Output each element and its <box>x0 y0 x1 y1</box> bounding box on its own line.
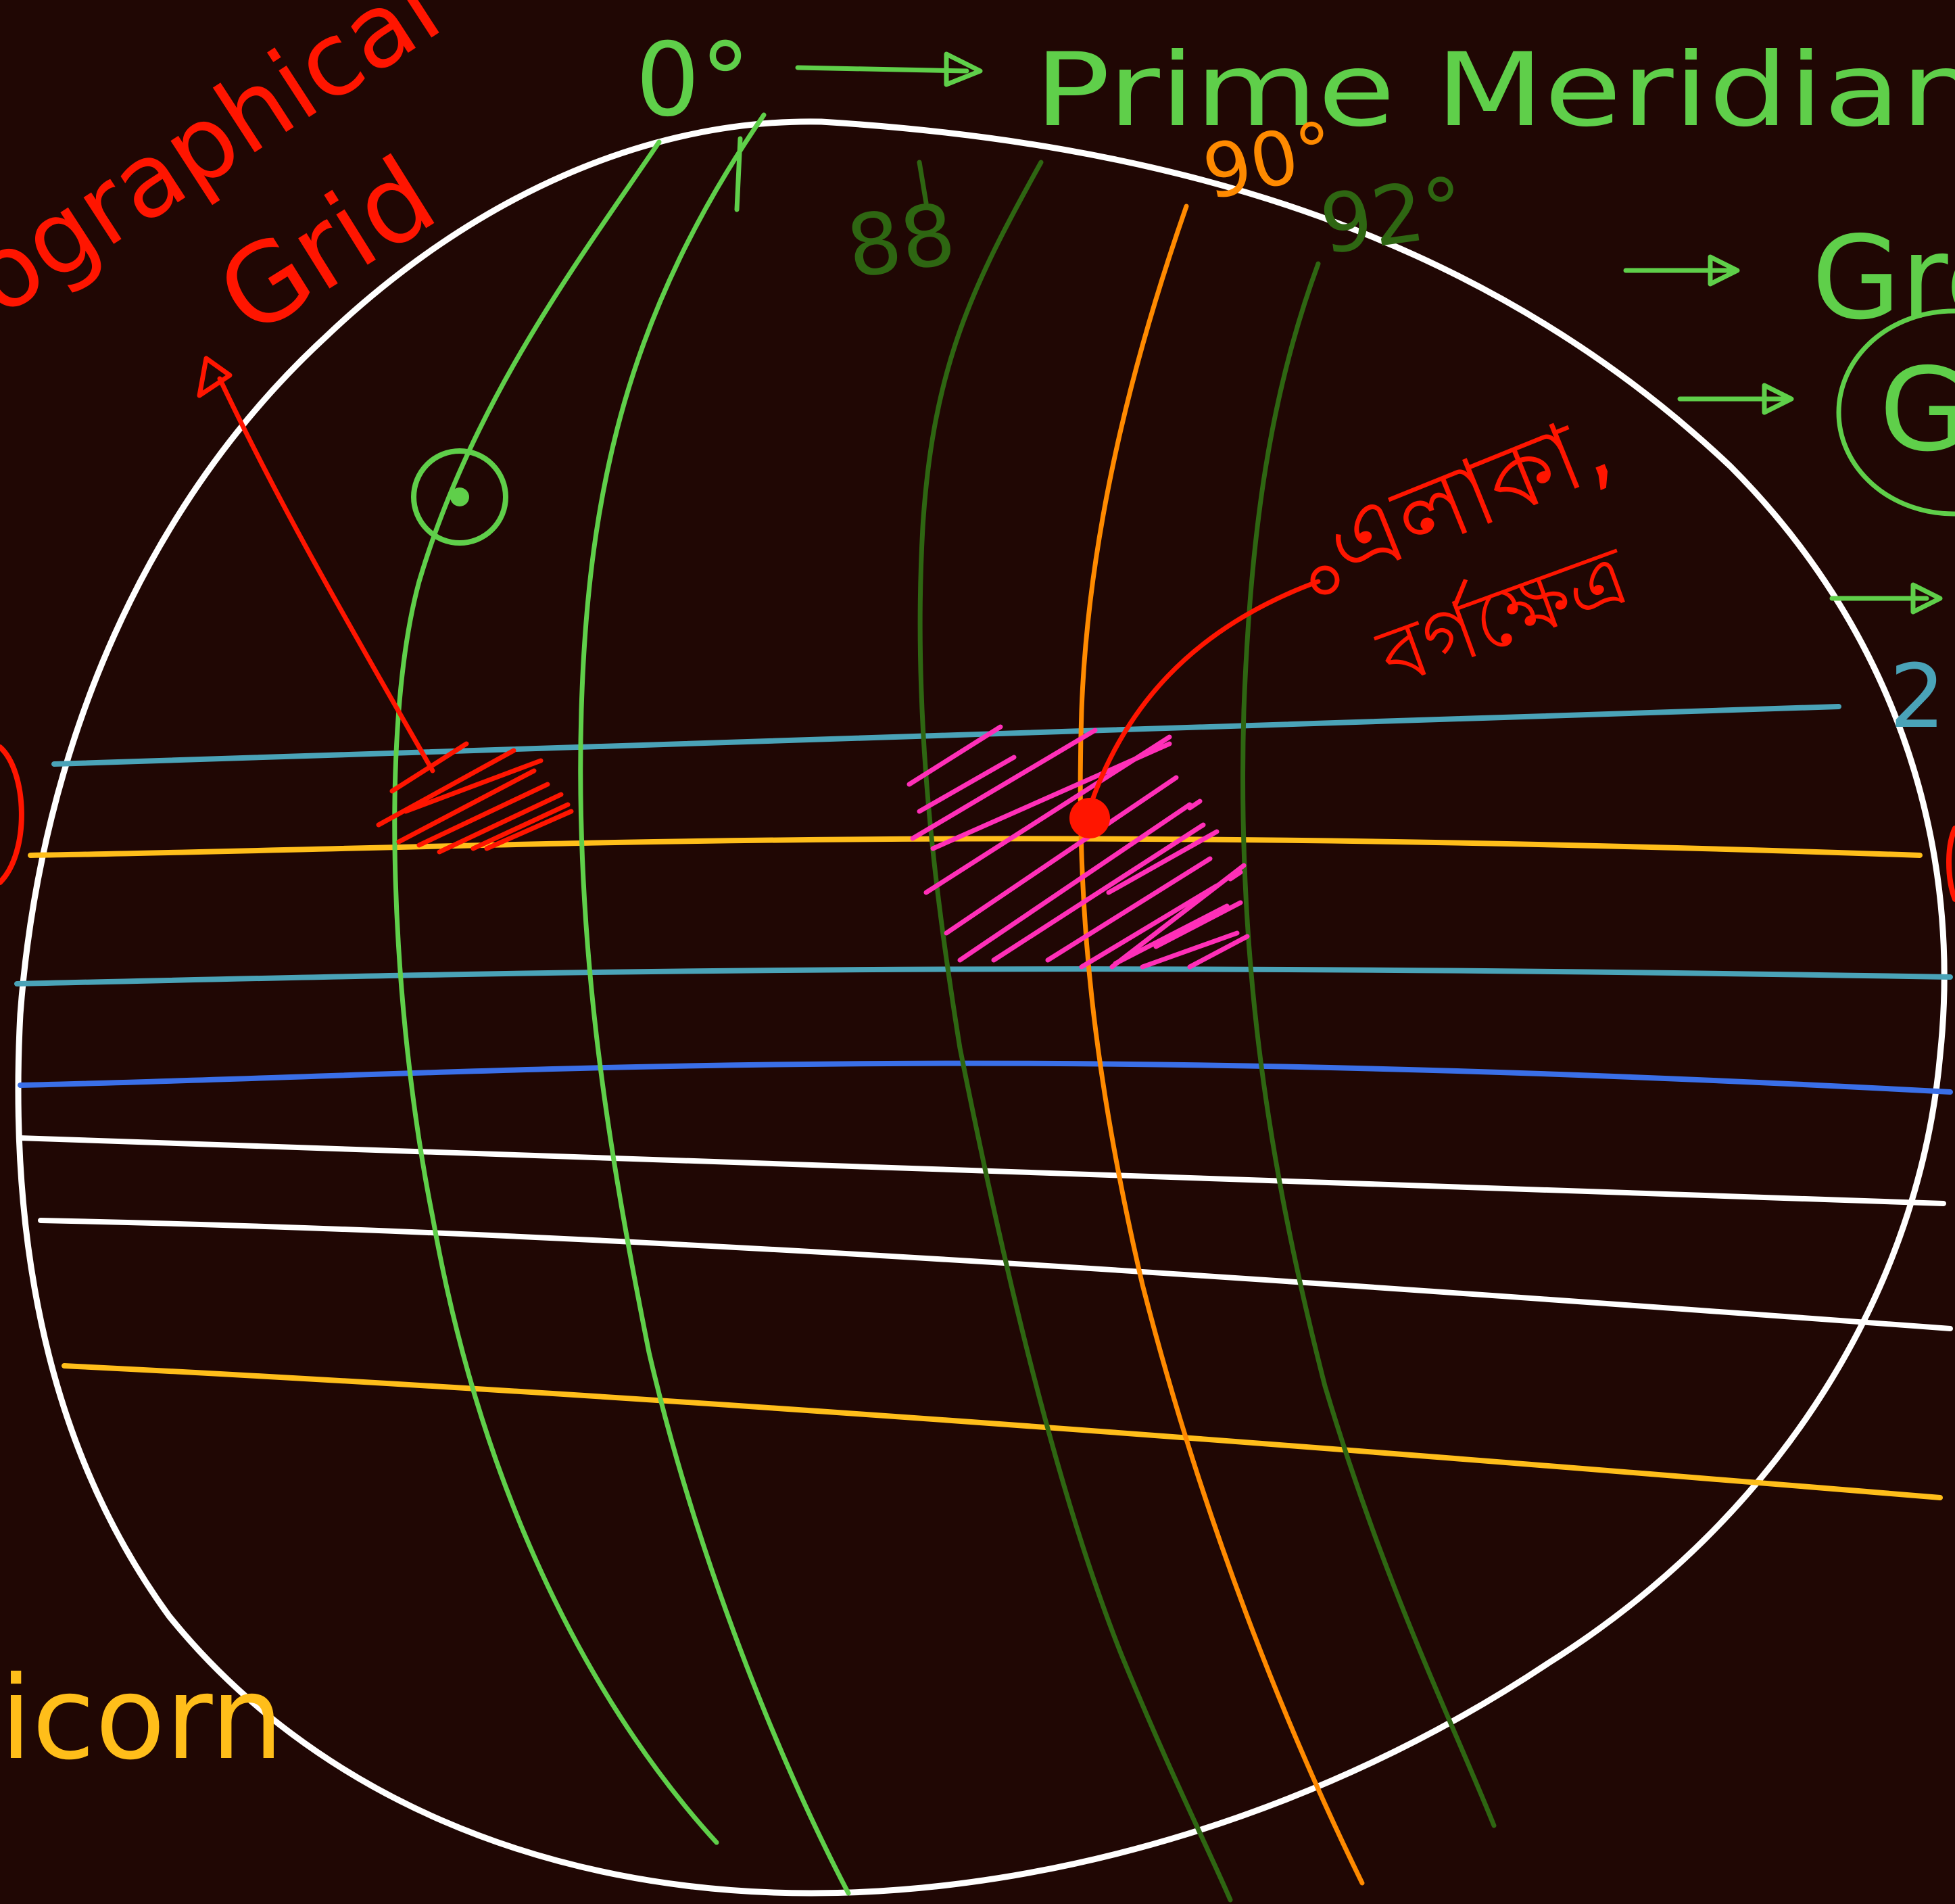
zero-degree-label: 0° <box>635 22 750 139</box>
right-arrow-1 <box>1623 254 1740 287</box>
longitude-line-green-2 <box>578 112 851 1896</box>
prime-meridian-label: Prime Meridian <box>1034 32 1955 149</box>
hatched-area-magenta <box>907 724 1250 970</box>
meridian-88 <box>917 160 1233 1903</box>
grid-arrowhead-icon <box>197 356 233 398</box>
one-degree-tick <box>734 136 743 212</box>
meridian-92 <box>1240 261 1497 1828</box>
hatched-area-red <box>376 741 574 855</box>
note-arrow-tail-icon <box>1310 565 1340 595</box>
note-arrow <box>1086 579 1321 814</box>
globe-outline <box>15 118 1948 1897</box>
latitude-line-teal-upper <box>51 704 1841 767</box>
circled-point-icon <box>411 448 508 546</box>
capricorn-label: icorn <box>0 1652 283 1786</box>
latitude-line-yellow-capricorn <box>62 1363 1943 1500</box>
prime-meridian-arrowhead-icon <box>944 51 983 87</box>
latitude-line-yellow-tropic <box>28 836 1923 858</box>
ninety-two-label: 92° <box>1315 160 1470 272</box>
latitude-line-teal-lower <box>14 966 1953 986</box>
meridian-88-tick <box>917 160 929 206</box>
right-number-label: 2 <box>1889 645 1946 748</box>
right-circled-label-ring <box>1836 308 1955 517</box>
circled-point-dot <box>450 487 469 506</box>
left-red-ring <box>0 744 24 885</box>
eighty-eight-label: 88 <box>841 185 961 298</box>
latitude-line-white-2 <box>38 1218 1953 1331</box>
latitude-line-blue <box>18 1060 1953 1095</box>
latitude-line-white-1 <box>16 1135 1946 1206</box>
intersection-point-icon <box>1069 798 1110 838</box>
right-circled-label: G <box>1879 343 1955 477</box>
right-arrow-3 <box>1829 582 1943 615</box>
right-top-label: Gre <box>1812 212 1955 346</box>
grid-arrow <box>217 376 435 774</box>
prime-meridian-arrow <box>795 65 969 74</box>
right-arrow-2 <box>1677 383 1794 415</box>
meridian-90 <box>1078 204 1365 1886</box>
right-red-ring <box>1946 826 1955 902</box>
longitude-line-green-1 <box>392 139 719 1845</box>
